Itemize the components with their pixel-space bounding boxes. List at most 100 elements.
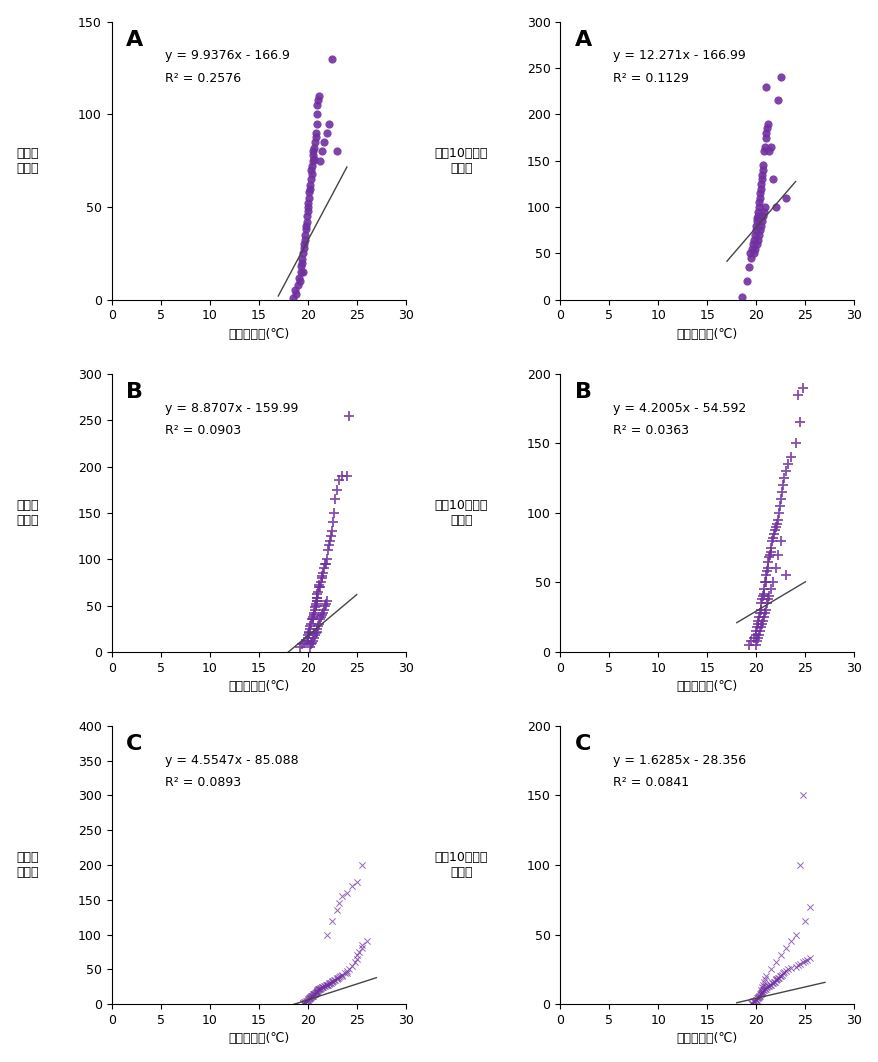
Point [335,467,349,484]
Point [332,969,346,986]
Point [301,189,315,206]
Point [760,553,774,570]
Point [751,630,765,647]
Point [762,976,776,993]
Point [765,573,779,590]
Point [295,995,309,1012]
Point [306,988,320,1005]
Point [767,521,781,538]
Point [295,994,309,1011]
Point [783,959,797,976]
Point [761,549,775,566]
Point [300,199,314,216]
Point [310,981,324,998]
Point [314,573,328,590]
Point [771,504,785,521]
Point [763,138,777,155]
Point [760,115,774,132]
Point [298,232,312,249]
Point [758,971,772,988]
Point [752,989,766,1006]
Point [753,602,767,619]
Point [308,984,322,1001]
Text: R² = 0.1129: R² = 0.1129 [613,72,688,85]
Point [291,269,306,286]
Point [750,992,764,1009]
Point [320,593,334,610]
Point [325,912,339,929]
Point [769,515,783,532]
Point [756,981,770,998]
Point [768,199,782,216]
Point [340,964,354,981]
Point [306,630,320,647]
Point [329,970,343,987]
Point [768,560,782,577]
Point [311,981,325,998]
Point [354,940,368,957]
Y-axis label: 연평균
발생수: 연평균 발생수 [17,851,40,879]
Point [310,586,324,603]
Point [299,208,313,225]
Point [306,152,320,169]
Point [788,434,802,451]
Point [297,239,311,256]
Point [741,636,755,653]
Point [311,617,325,634]
Point [292,638,306,655]
Point [310,983,324,1000]
Point [752,185,766,202]
Point [760,560,774,577]
Point [311,583,325,600]
Point [755,587,769,604]
Point [797,953,811,970]
Point [755,208,769,225]
Point [775,965,789,982]
Point [748,992,762,1009]
Point [344,957,358,974]
Point [295,263,309,280]
Point [778,940,792,957]
Point [751,616,765,633]
Point [315,143,329,160]
Point [351,943,365,960]
Point [293,258,307,275]
Point [320,977,334,994]
Point [746,993,760,1010]
Point [773,69,787,86]
Point [313,980,327,997]
Point [306,151,320,168]
Point [780,456,794,473]
Point [747,993,761,1010]
Point [768,972,782,989]
Point [306,609,320,626]
Y-axis label: 인구10만명당
발생률: 인구10만명당 발생률 [434,499,487,527]
Point [293,263,307,280]
Point [317,560,331,577]
Point [754,984,768,1001]
Point [300,632,314,649]
Text: R² = 0.0363: R² = 0.0363 [613,424,688,436]
Point [759,979,773,996]
Point [325,973,339,990]
Point [354,937,368,954]
Point [285,290,299,307]
Point [763,581,777,598]
Point [316,565,330,582]
Point [313,611,327,628]
Point [748,992,762,1009]
Point [306,147,320,164]
Point [752,627,766,644]
Point [795,787,810,804]
Point [310,593,324,610]
Point [768,954,782,971]
Point [754,983,768,1000]
Point [327,972,341,989]
Point [756,581,770,598]
Point [778,567,792,584]
Point [756,203,770,220]
Point [753,181,767,198]
Point [767,973,781,990]
Point [323,975,337,992]
Point [348,954,362,971]
